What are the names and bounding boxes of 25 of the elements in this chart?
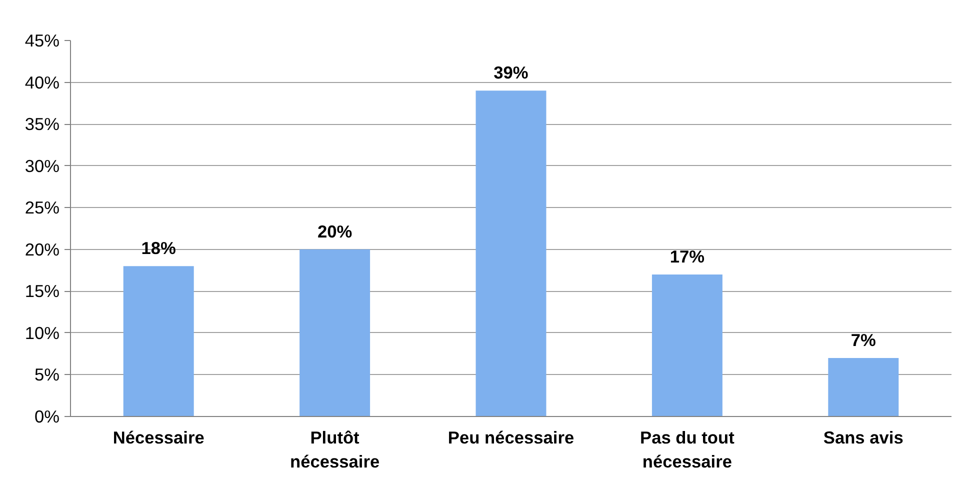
y-tick-label: 5% <box>34 364 60 385</box>
bar <box>828 358 899 416</box>
y-tick-label: 45% <box>24 30 60 50</box>
data-label: 18% <box>141 238 176 258</box>
y-tick-label: 20% <box>24 239 60 260</box>
y-tick-label: 35% <box>24 114 60 134</box>
bar <box>476 90 546 416</box>
y-tick-label: 0% <box>34 406 60 426</box>
y-tick-label: 15% <box>24 281 60 302</box>
data-label: 17% <box>670 246 705 266</box>
x-tick-label: Pas du tout nécessaire <box>640 428 735 472</box>
y-tick-label: 30% <box>24 156 60 176</box>
x-tick-label: Nécessaire <box>112 428 205 448</box>
x-tick-label: Plutôt nécessaire <box>290 428 380 472</box>
y-tick-label: 25% <box>24 198 60 218</box>
x-tick-label: Sans avis <box>823 428 904 448</box>
data-label: 7% <box>850 330 876 350</box>
data-label: 20% <box>317 221 352 242</box>
bar <box>300 249 370 416</box>
bar <box>652 274 722 416</box>
y-tick-label: 10% <box>24 322 60 343</box>
y-tick-label: 40% <box>24 72 60 92</box>
data-label: 39% <box>494 62 528 83</box>
x-tick-label: Peu nécessaire <box>448 428 574 448</box>
bar <box>123 266 194 416</box>
